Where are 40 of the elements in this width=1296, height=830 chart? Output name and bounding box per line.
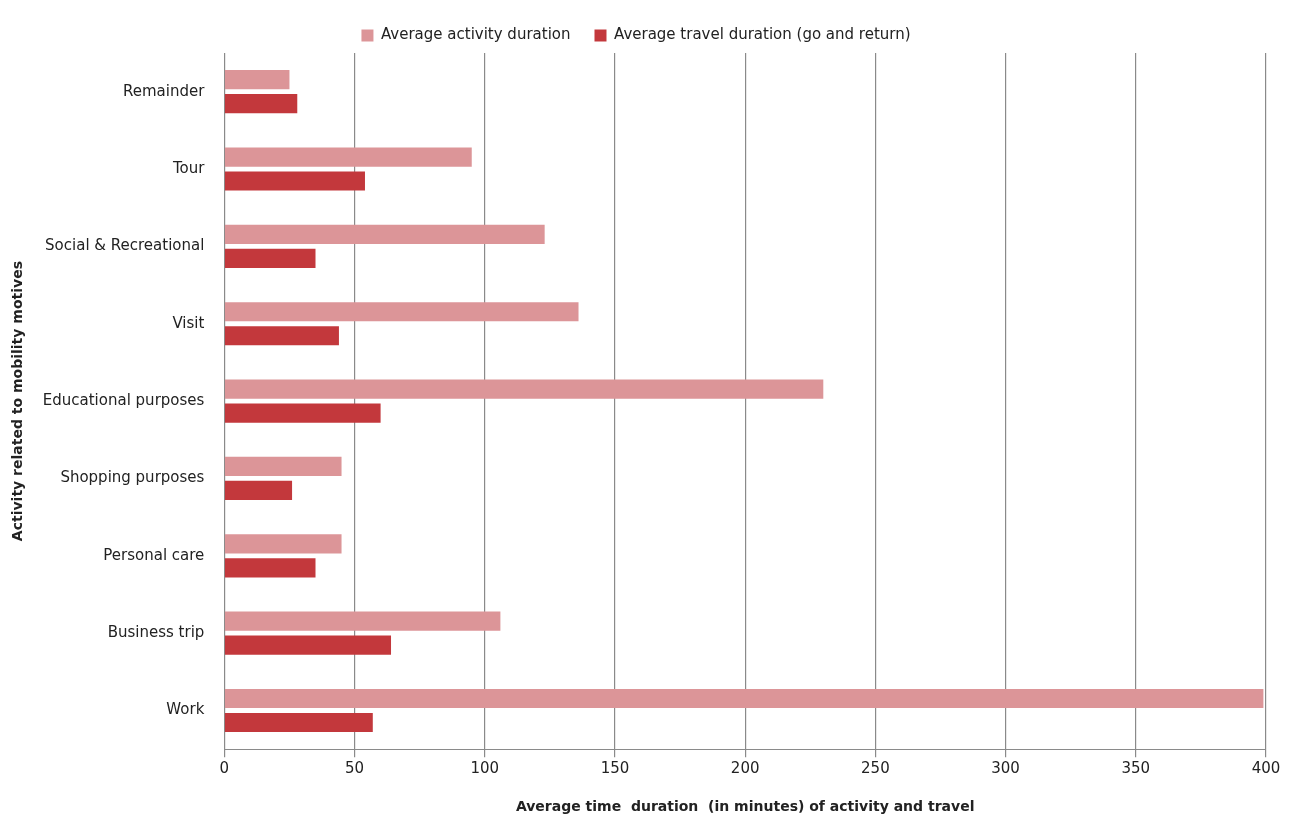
bar — [224, 94, 298, 114]
legend-label: Average travel duration (go and return) — [613, 25, 911, 44]
y-tick-label: Work — [166, 700, 205, 719]
x-tick-label: 300 — [991, 759, 1020, 778]
y-tick-label: Tour — [171, 158, 206, 177]
bar — [224, 635, 392, 655]
bar — [224, 456, 342, 477]
bar — [224, 326, 339, 346]
x-tick-label: 150 — [600, 759, 630, 778]
legend-label: Average activity duration — [380, 25, 571, 44]
bar — [224, 379, 824, 399]
y-tick-label: Shopping purposes — [60, 468, 205, 487]
y-tick-label: Business trip — [107, 623, 205, 642]
bar — [224, 611, 501, 631]
bar — [224, 248, 316, 268]
y-tick-label: Social & Recreational — [45, 236, 205, 255]
bar — [224, 224, 545, 244]
bar — [224, 712, 373, 733]
y-tick-label: Educational purposes — [42, 390, 205, 409]
bar — [224, 403, 381, 423]
x-tick-label: 0 — [219, 759, 230, 778]
bar — [224, 147, 472, 167]
y-tick-label: Personal care — [103, 545, 205, 564]
y-tick-label: Remainder — [122, 81, 206, 100]
bar — [224, 480, 293, 501]
bar — [224, 171, 365, 191]
x-tick-label: 100 — [470, 759, 500, 778]
x-tick-label: 250 — [861, 759, 890, 778]
bar — [224, 558, 316, 578]
bar — [224, 688, 1264, 709]
x-axis-title: Average time duration (in minutes) of activity and travel — [515, 798, 975, 815]
x-tick-label: 50 — [345, 759, 365, 778]
bar — [224, 302, 579, 322]
y-axis-title: Activity related to mobility motives — [9, 261, 26, 542]
x-tick-label: 400 — [1251, 759, 1281, 778]
y-tick-label: Visit — [172, 313, 205, 332]
bar — [224, 534, 342, 554]
x-tick-label: 350 — [1121, 759, 1151, 778]
bar — [224, 70, 290, 90]
x-tick-label: 200 — [730, 759, 760, 778]
